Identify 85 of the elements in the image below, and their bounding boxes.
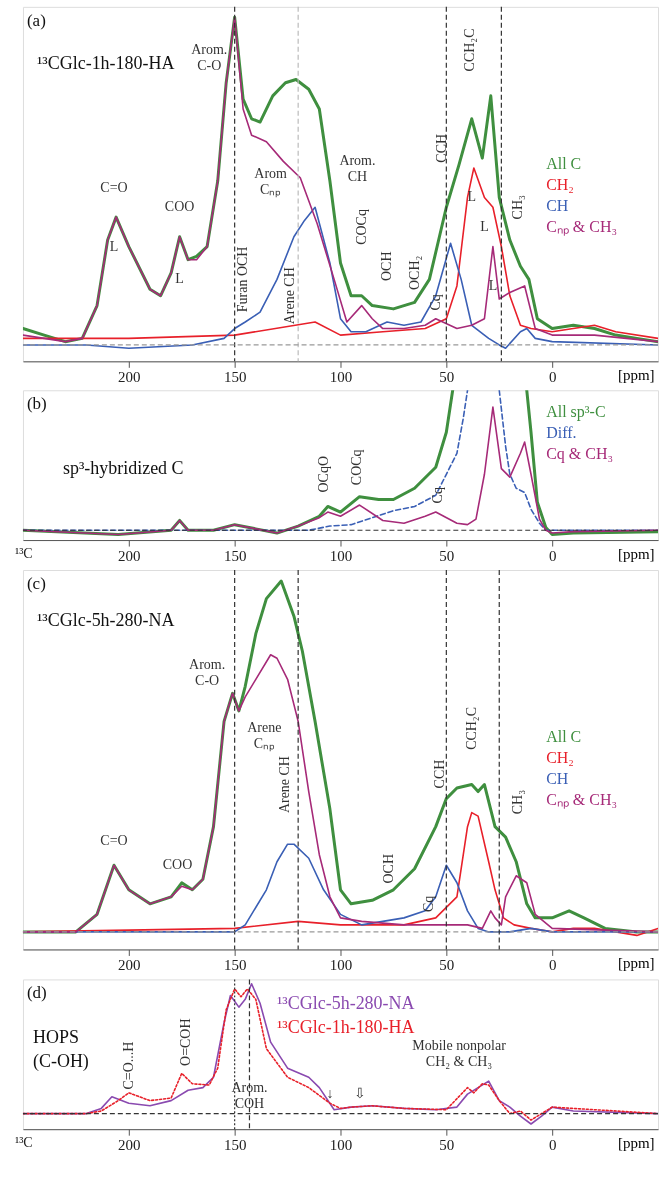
text: Cₙₚ & CH₃ [546, 217, 617, 236]
x-tick-label: 50 [439, 1136, 455, 1153]
annotation: Mobile nonpolar CH₂ & CH₃ [412, 1038, 507, 1070]
annotation: CH₃ [510, 789, 526, 815]
x-tick-label: 200 [118, 368, 141, 385]
x-axis-title: [ppm] [617, 954, 655, 971]
annotation: OCH₂ [406, 255, 422, 291]
annotation: Cq [429, 487, 445, 504]
annotation: Arom. COH [231, 1079, 268, 1111]
annotation: C=O...H [120, 1041, 136, 1090]
text: ¹³C [14, 546, 33, 562]
annotation: ⇩ [353, 1086, 366, 1102]
annotation: OCH [381, 854, 397, 884]
annotation: COO [162, 857, 193, 873]
annotation: Arom. C-O [189, 657, 226, 689]
annotation: L [175, 271, 184, 287]
x-axis-title: [ppm] [617, 366, 655, 383]
text: ¹³CGlc-5h-280-NA [36, 609, 175, 630]
annotation: Arom. C-O [191, 41, 228, 73]
series-label: Cq & CH₃ [546, 445, 613, 464]
series-label: All sp³-C [546, 403, 606, 422]
x-tick-label: 50 [439, 956, 455, 973]
annotation: L [467, 189, 477, 205]
annotation: COO [164, 199, 195, 215]
text: All C [546, 154, 582, 172]
x-tick-label: 0 [548, 956, 557, 973]
chart-title: (b) [26, 394, 47, 414]
chart-title: (d) [26, 983, 47, 1003]
text: CH [546, 770, 569, 788]
text: All C [546, 728, 582, 746]
x-tick-label: 150 [223, 1136, 247, 1153]
x-tick-label: 150 [223, 368, 247, 385]
text: Diff. [546, 424, 577, 442]
annotation: COCq [353, 209, 369, 245]
x-tick-label: 150 [223, 547, 247, 564]
text: CH₂ [546, 749, 574, 767]
x-tick-label: 200 [118, 547, 141, 564]
annotation: L [109, 238, 119, 254]
chart-title: (a) [26, 10, 46, 30]
chart-title: (c) [26, 573, 46, 593]
text: sp³-hybridized C [62, 458, 184, 479]
x-tick-label: 200 [118, 1136, 141, 1153]
annotation: CCH [434, 133, 450, 163]
x-tick-label: 100 [329, 1136, 353, 1153]
text: ¹³C [14, 1135, 33, 1151]
x-tick-label: 50 [439, 547, 455, 564]
annotation: Arene CH [277, 756, 293, 814]
annotation: OCH [379, 251, 395, 282]
text: Cₙₚ & CH₃ [546, 791, 617, 810]
x-tick-label: 100 [329, 956, 353, 973]
annotation: C=O [100, 832, 128, 848]
annotation: CCH₂C [461, 28, 477, 72]
annotation: CCH [431, 759, 447, 789]
x-tick-label: 100 [329, 368, 353, 385]
annotation: CCH₂C [463, 706, 479, 750]
x-tick-label: 0 [548, 1136, 557, 1153]
x-tick-label: 200 [118, 956, 141, 973]
text: CH₂ [546, 175, 574, 193]
x-tick-label: 0 [548, 368, 557, 385]
series-label: ¹³CGlc-1h-180-HA [276, 1017, 415, 1038]
annotation: OCqO [315, 456, 331, 493]
annotation: C=O [100, 179, 128, 195]
x-tick-label: 50 [439, 368, 455, 385]
text: CH [546, 196, 569, 214]
annotation: O=COH [177, 1018, 193, 1066]
annotation: Arene CH [281, 267, 297, 325]
x-tick-label: 100 [329, 547, 353, 564]
text: HOPS (C-OH) [32, 1027, 89, 1073]
annotation: L [488, 277, 498, 293]
x-tick-label: 0 [548, 547, 557, 564]
annotation: Arom. CH [339, 153, 376, 185]
series-label: ¹³CGlc-5h-280-NA [276, 993, 415, 1014]
x-axis-title: [ppm] [617, 1134, 655, 1151]
annotation: CH₃ [510, 195, 526, 220]
x-axis-title: [ppm] [617, 545, 655, 562]
annotation: Cq [427, 294, 443, 311]
x-tick-label: 150 [223, 956, 247, 973]
annotation: Arene Cₙₚ [247, 720, 282, 753]
annotation: Cq [421, 895, 437, 912]
annotation: L [480, 218, 489, 234]
annotation: COCq [349, 449, 365, 486]
annotation: Furan OCH [235, 246, 251, 313]
annotation: ↓ [326, 1086, 334, 1102]
text: ¹³CGlc-1h-180-HA [36, 52, 175, 73]
annotation: Arom Cₙₚ [254, 166, 288, 199]
